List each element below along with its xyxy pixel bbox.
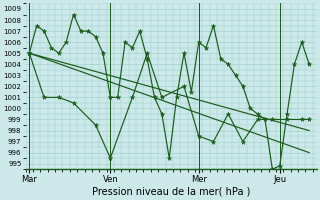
X-axis label: Pression niveau de la mer( hPa ): Pression niveau de la mer( hPa ) (92, 187, 250, 197)
